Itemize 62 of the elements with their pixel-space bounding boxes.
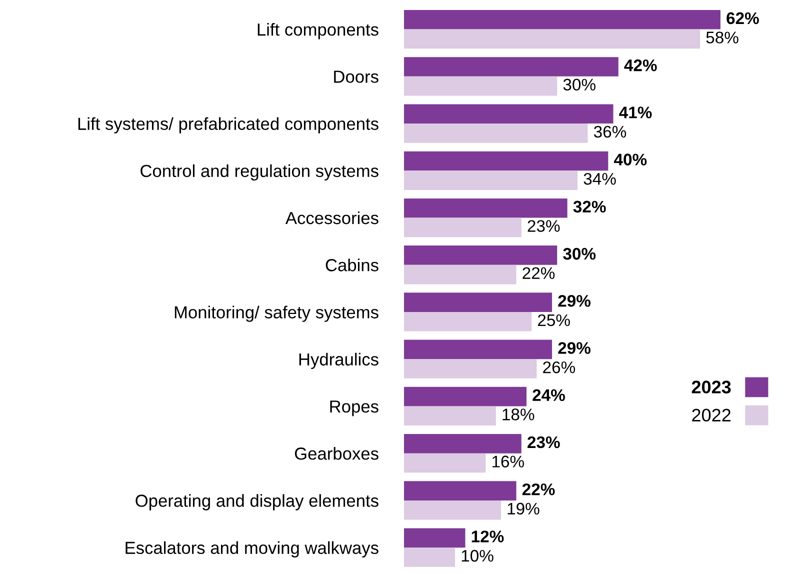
y-tick-label: Hydraulics <box>299 352 378 369</box>
bar <box>404 312 532 332</box>
bar <box>404 57 618 76</box>
bar <box>404 151 608 171</box>
legend-label: 2022 <box>692 408 730 422</box>
bar <box>404 548 456 567</box>
bar <box>404 218 522 238</box>
y-tick-label: Operating and display elements <box>136 494 378 510</box>
y-tick-label: Doors <box>334 70 378 83</box>
data-label: 26% <box>543 361 576 374</box>
data-label: 40% <box>614 154 647 166</box>
bar <box>404 170 578 190</box>
data-label: 24% <box>532 389 565 402</box>
bar <box>404 264 516 284</box>
bar <box>404 434 522 454</box>
y-tick-label: Control and regulation systems <box>140 164 378 181</box>
bar <box>404 453 486 473</box>
data-label: 36% <box>594 126 626 138</box>
bar <box>404 359 537 378</box>
y-tick-label: Lift components <box>258 23 378 40</box>
data-label: 30% <box>563 78 596 91</box>
data-label: 23% <box>528 436 560 448</box>
data-label: 42% <box>624 59 657 72</box>
legend-label: 2023 <box>692 380 731 394</box>
bar <box>404 386 527 406</box>
data-label: 22% <box>522 483 555 496</box>
data-label: 12% <box>472 530 504 542</box>
y-tick-label: Ropes <box>330 400 378 416</box>
bar <box>404 198 568 218</box>
data-label: 34% <box>584 172 616 185</box>
data-label: 23% <box>528 220 560 232</box>
bar <box>404 500 501 520</box>
bar <box>404 340 552 360</box>
bar <box>404 528 466 548</box>
data-label: 29% <box>558 342 590 354</box>
data-label: 29% <box>558 295 590 307</box>
bar <box>404 246 558 265</box>
bar <box>404 481 516 500</box>
data-label: 58% <box>706 32 738 44</box>
y-tick-label: Gearboxes <box>294 447 378 460</box>
bar <box>404 124 588 143</box>
data-label: 62% <box>726 12 759 24</box>
data-label: 22% <box>522 267 555 279</box>
data-label: 10% <box>462 550 494 562</box>
data-label: 19% <box>508 502 540 515</box>
y-tick-label: Cabins <box>326 258 378 272</box>
y-tick-label: Escalators and moving walkways <box>126 541 378 558</box>
bar <box>404 29 700 49</box>
data-label: 16% <box>492 456 524 468</box>
data-label: 18% <box>502 408 534 420</box>
y-tick-label: Accessories <box>285 211 378 224</box>
y-tick-label: Monitoring/ safety systems <box>174 306 378 322</box>
data-label: 32% <box>573 200 606 213</box>
data-label: 41% <box>619 106 652 118</box>
bar <box>404 292 552 312</box>
bar <box>404 76 558 96</box>
bar <box>404 10 720 30</box>
data-label: 25% <box>538 314 570 326</box>
bar <box>404 406 496 426</box>
y-tick-label: Lift systems/ prefabricated components <box>78 117 378 134</box>
data-label: 30% <box>563 248 596 260</box>
bar <box>404 104 614 124</box>
